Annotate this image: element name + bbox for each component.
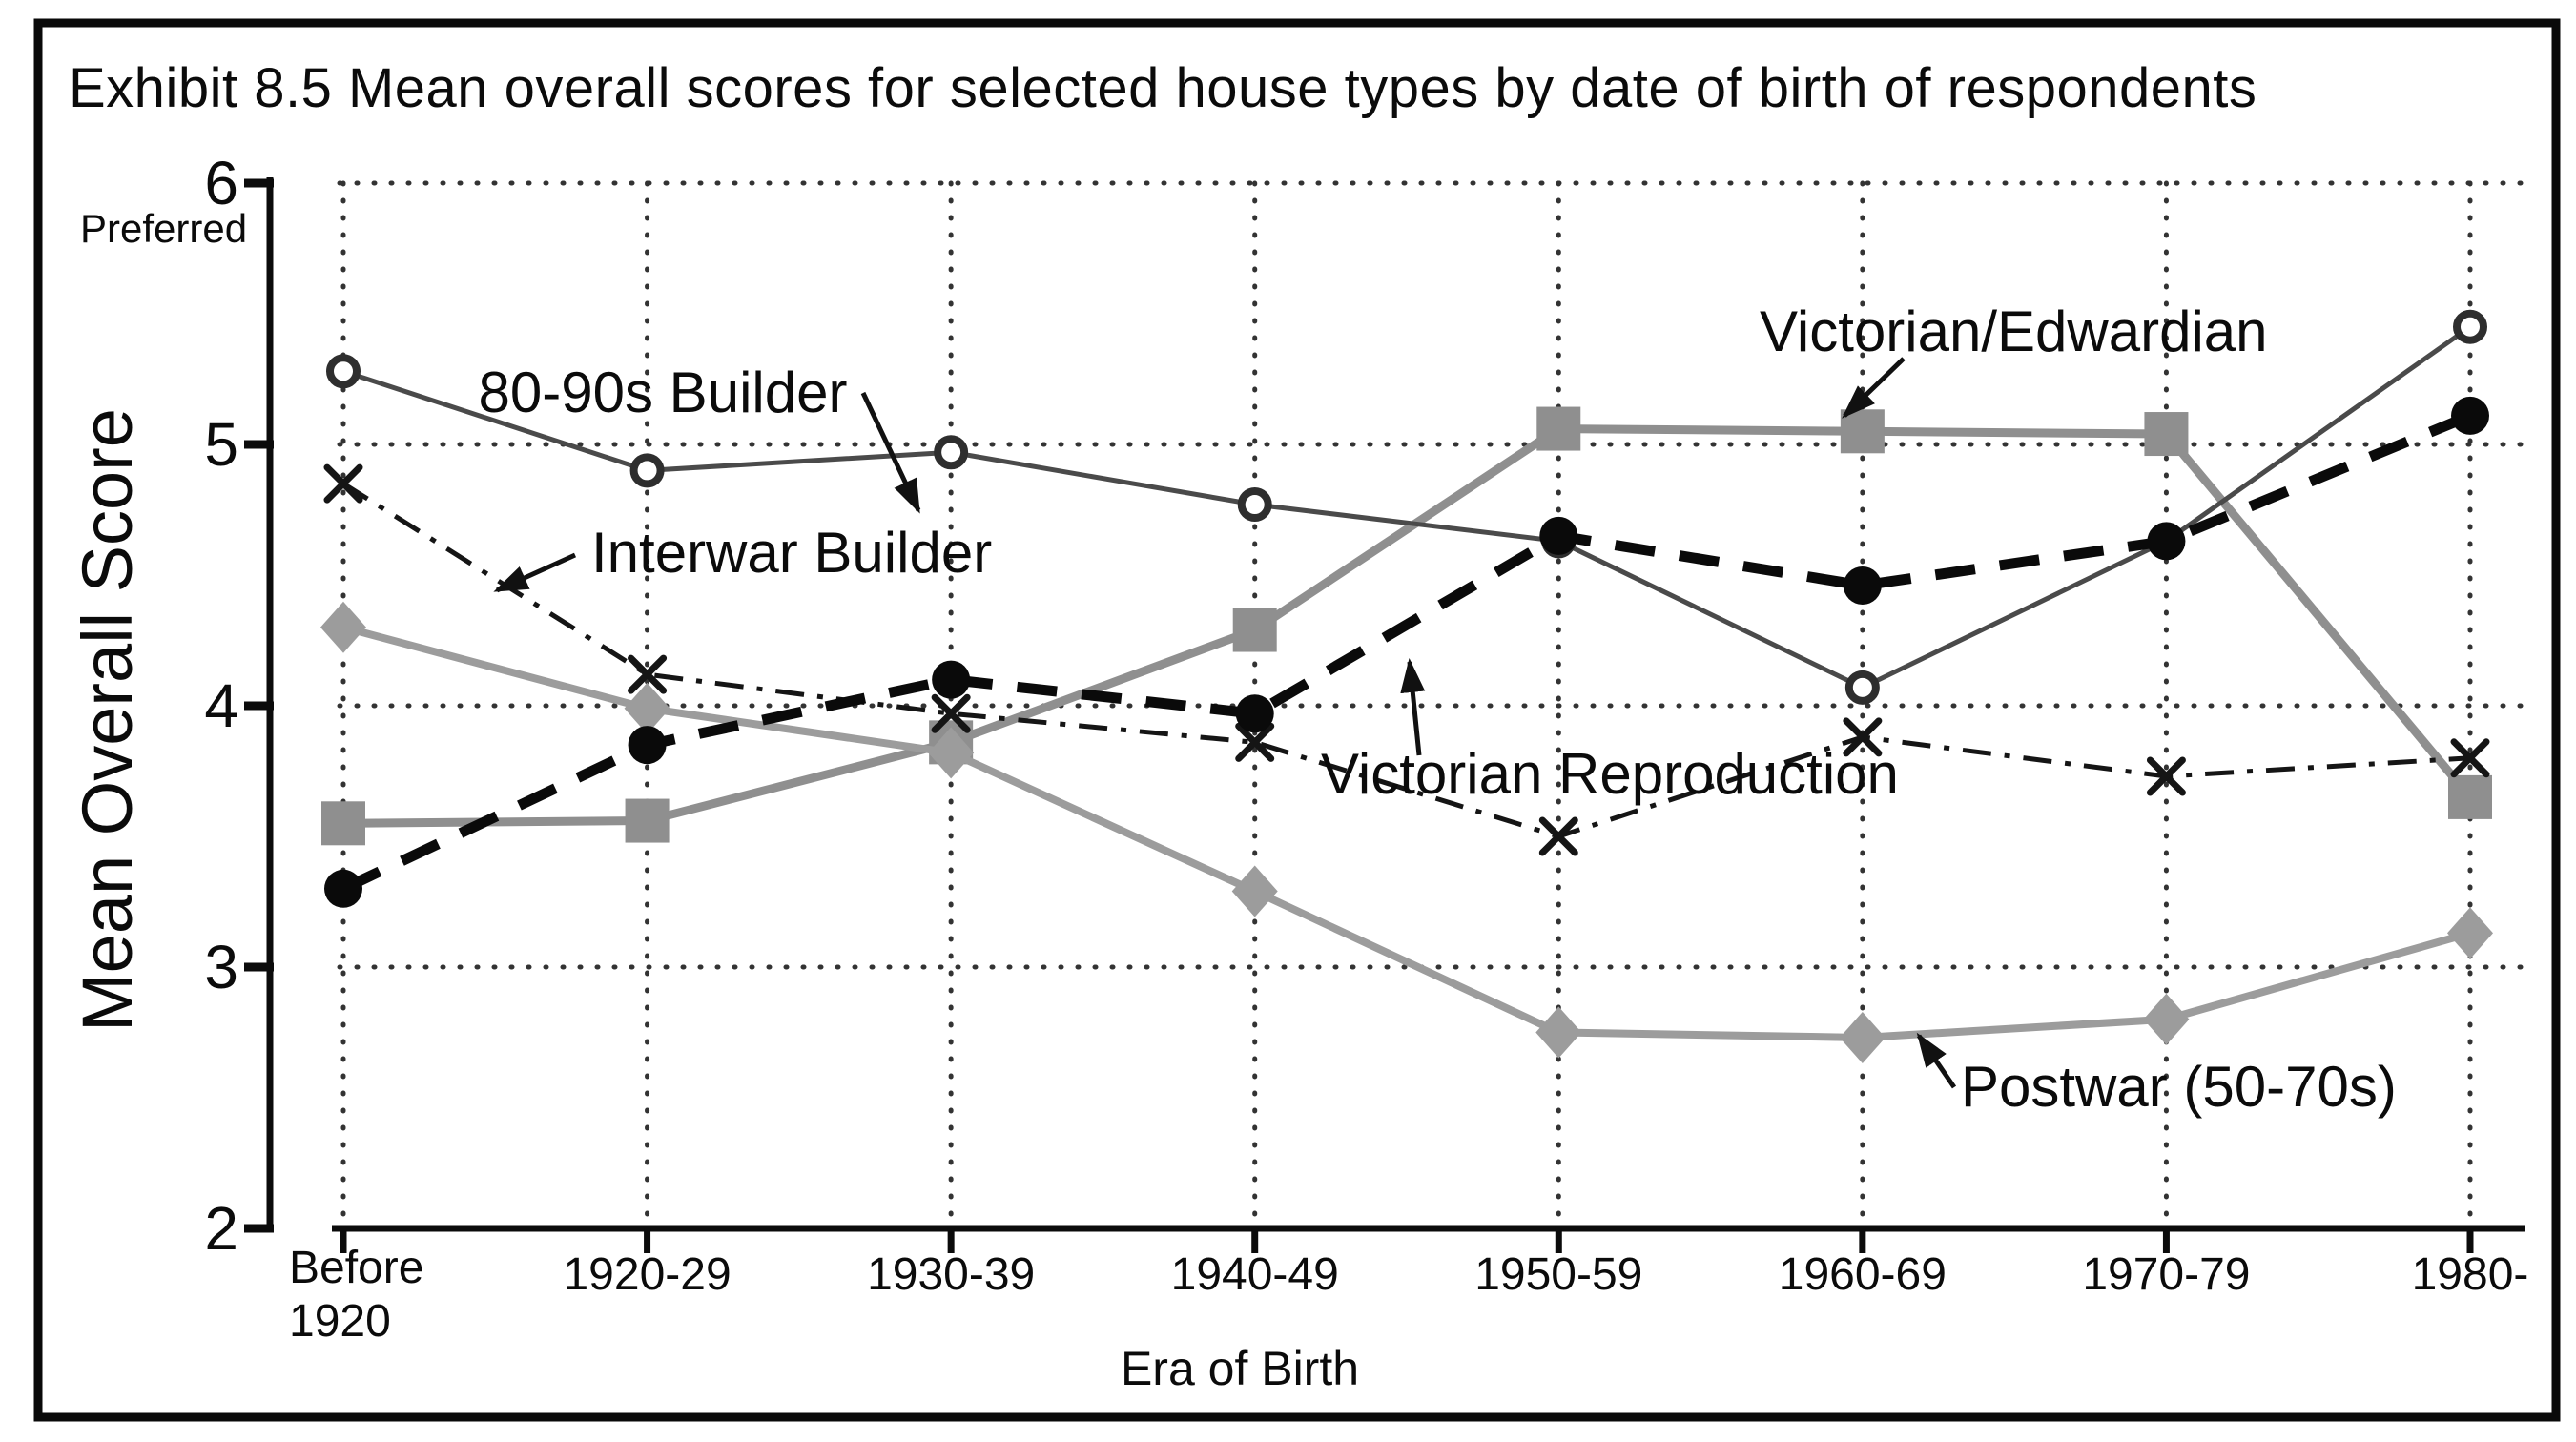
- y-axis-title: Mean Overall Score: [68, 408, 147, 1032]
- marker-victorian-reproduction-1970-79: [2147, 522, 2186, 561]
- marker-postwar-50-70s-1970-79: [2143, 993, 2190, 1045]
- series-line-postwar-50-70s: [341, 623, 2472, 1041]
- marker-80-90s-builder-1960-69: [1844, 670, 1880, 705]
- annotation-interwar-builder: Interwar Builder: [493, 521, 992, 593]
- y-tick-label-3: 3: [204, 933, 238, 1001]
- annotation-80-90s-builder: 80-90s Builder: [479, 360, 921, 514]
- series-line-victorian-reproduction: [340, 410, 2473, 894]
- marker-80-90s-builder-1940-49: [1237, 487, 1272, 523]
- marker-interwar-builder-1930-39: [931, 693, 971, 733]
- annotation-postwar-50-70s: Postwar (50-70s): [1916, 1032, 2397, 1119]
- marker-postwar-50-70s-1950-59: [1535, 1006, 1582, 1059]
- y-axis-preferred-annotation: Preferred: [80, 206, 247, 251]
- annotation-arrow-postwar-50-70s: [1916, 1032, 1957, 1089]
- marker-80-90s-builder-before-1920: [326, 354, 361, 389]
- annotation-label-victorian-reproduction: Victorian Reproduction: [1321, 742, 1899, 806]
- marker-victorian-edwardian-1970-79: [2144, 412, 2189, 457]
- marker-interwar-builder-1960-69: [1843, 717, 1883, 757]
- y-tick-label-4: 4: [204, 671, 238, 740]
- x-tick-label-1930-39: 1930-39: [867, 1249, 1035, 1300]
- annotation-arrow-victorian-edwardian: [1842, 357, 1906, 419]
- marker-victorian-reproduction-1940-49: [1235, 694, 1274, 733]
- y-tick-label-2: 2: [204, 1194, 238, 1263]
- x-axis-title: Era of Birth: [1121, 1342, 1359, 1395]
- annotation-label-victorian-edwardian: Victorian/Edwardian: [1760, 299, 2268, 363]
- annotation-label-postwar-50-70s: Postwar (50-70s): [1961, 1055, 2397, 1119]
- marker-interwar-builder-1920-29: [628, 654, 668, 694]
- marker-postwar-50-70s-1930-39: [928, 727, 975, 779]
- chart-title: Exhibit 8.5 Mean overall scores for sele…: [69, 57, 2257, 119]
- page-border: [33, 18, 2561, 1422]
- y-tick-label-6: 6: [204, 149, 238, 217]
- marker-postwar-50-70s-1920-29: [624, 682, 670, 734]
- marker-victorian-reproduction-1930-39: [932, 660, 971, 699]
- x-tick-label-1920-29: 1920-29: [563, 1249, 731, 1300]
- marker-victorian-edwardian-1950-59: [1536, 406, 1581, 451]
- marker-interwar-builder-before-1920: [323, 464, 363, 504]
- x-tick-label-before-1920: Before 1920: [289, 1243, 423, 1347]
- series-line-80-90s-builder: [342, 324, 2472, 690]
- marker-victorian-reproduction-1960-69: [1843, 566, 1882, 605]
- marker-80-90s-builder-1920-29: [629, 453, 665, 488]
- annotation-victorian-edwardian: Victorian/Edwardian: [1760, 299, 2268, 419]
- x-tick-label-1970-79: 1970-79: [2082, 1249, 2250, 1300]
- marker-interwar-builder-1980: [2450, 738, 2490, 778]
- marker-victorian-reproduction-1980: [2451, 396, 2489, 435]
- marker-postwar-50-70s-before-1920: [320, 601, 366, 653]
- marker-victorian-reproduction-1920-29: [628, 726, 667, 765]
- marker-postwar-50-70s-1940-49: [1231, 865, 1278, 917]
- marker-postwar-50-70s-1980: [2447, 907, 2493, 959]
- x-tick-label-1950-59: 1950-59: [1474, 1249, 1642, 1300]
- annotation-label-80-90s-builder: 80-90s Builder: [479, 360, 848, 424]
- y-tick-label-5: 5: [204, 410, 238, 479]
- annotation-arrow-interwar-builder: [493, 552, 577, 593]
- series-victorian-reproduction: [324, 396, 2489, 908]
- marker-victorian-edwardian-1980: [2448, 774, 2492, 819]
- marker-80-90s-builder-1980: [2453, 309, 2487, 344]
- marker-80-90s-builder-1930-39: [934, 435, 969, 470]
- annotation-victorian-reproduction: Victorian Reproduction: [1321, 658, 1899, 806]
- series-interwar-builder: [323, 464, 2490, 856]
- series-line-victorian-edwardian: [342, 424, 2474, 828]
- series-postwar-50-70s: [320, 601, 2493, 1063]
- marker-victorian-reproduction-before-1920: [324, 869, 362, 908]
- marker-interwar-builder-1970-79: [2146, 756, 2186, 796]
- marker-interwar-builder-1950-59: [1538, 816, 1578, 856]
- marker-victorian-edwardian-before-1920: [321, 801, 365, 846]
- annotation-arrow-victorian-reproduction: [1400, 658, 1426, 756]
- marker-victorian-reproduction-1950-59: [1539, 516, 1578, 555]
- plot-area: 6 5 4 3 2 Before 1920 1920-29 1930-39 1940-49 1950…: [204, 149, 2528, 1347]
- marker-postwar-50-70s-1960-69: [1839, 1011, 1886, 1063]
- annotation-label-interwar-builder: Interwar Builder: [591, 521, 992, 585]
- marker-interwar-builder-1940-49: [1235, 722, 1275, 762]
- marker-victorian-edwardian-1940-49: [1232, 608, 1277, 652]
- marker-victorian-edwardian-1920-29: [625, 798, 670, 843]
- series-line-interwar-builder: [341, 481, 2471, 839]
- x-tick-label-1980: 1980-: [2412, 1249, 2529, 1300]
- x-tick-label-1960-69: 1960-69: [1779, 1249, 1947, 1300]
- x-tick-label-1940-49: 1940-49: [1171, 1249, 1339, 1300]
- annotation-arrow-80-90s-builder: [860, 391, 921, 514]
